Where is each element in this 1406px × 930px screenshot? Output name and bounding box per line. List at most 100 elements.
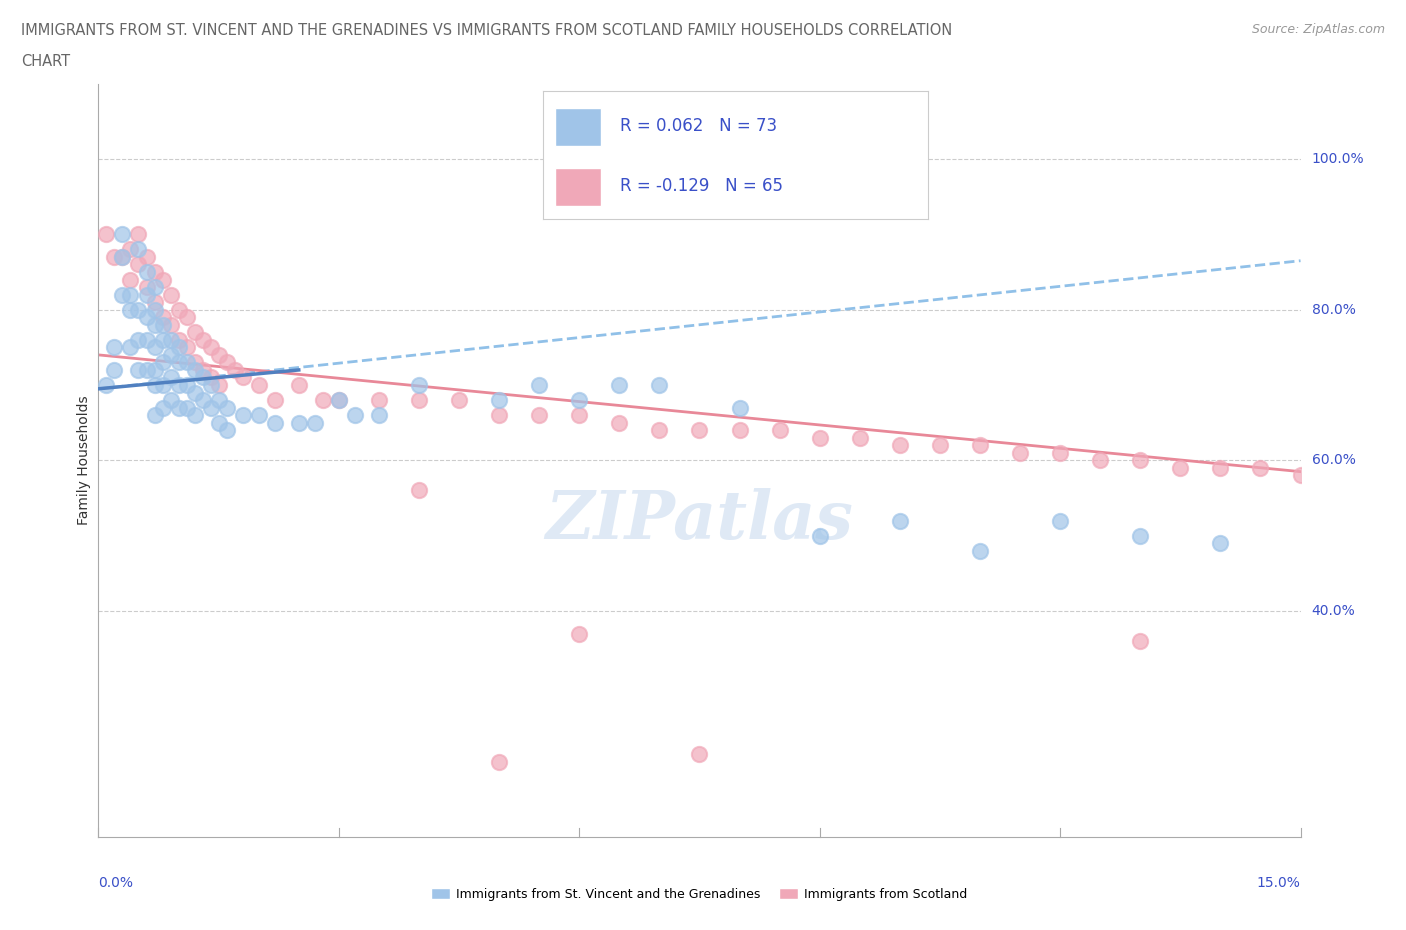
Point: [1129, 528, 1152, 543]
Point: [152, 355, 174, 370]
Point: [200, 400, 222, 415]
Point: [135, 264, 157, 279]
Point: [183, 325, 205, 339]
Point: [143, 378, 166, 392]
Point: [128, 363, 150, 378]
Legend: Immigrants from St. Vincent and the Grenadines, Immigrants from Scotland: Immigrants from St. Vincent and the Gren…: [426, 884, 973, 906]
Point: [159, 287, 181, 302]
Text: 15.0%: 15.0%: [1257, 876, 1301, 890]
Point: [808, 431, 831, 445]
Point: [135, 249, 157, 264]
Point: [304, 415, 326, 430]
Point: [969, 543, 991, 558]
Point: [215, 423, 238, 438]
Point: [1129, 453, 1152, 468]
Point: [1289, 468, 1312, 483]
Point: [103, 340, 125, 355]
Point: [328, 392, 350, 407]
Point: [167, 332, 190, 347]
Point: [183, 363, 205, 378]
Point: [568, 626, 591, 641]
Point: [408, 483, 430, 498]
Point: [111, 287, 134, 302]
Point: [568, 392, 591, 407]
Point: [247, 407, 270, 422]
Point: [120, 272, 142, 287]
Point: [143, 363, 166, 378]
Point: [488, 754, 510, 769]
Point: [183, 407, 205, 422]
Point: [1330, 468, 1353, 483]
Text: IMMIGRANTS FROM ST. VINCENT AND THE GRENADINES VS IMMIGRANTS FROM SCOTLAND FAMIL: IMMIGRANTS FROM ST. VINCENT AND THE GREN…: [21, 23, 952, 38]
Point: [1129, 633, 1152, 648]
Point: [96, 378, 118, 392]
Point: [128, 332, 150, 347]
Point: [183, 355, 205, 370]
Point: [368, 407, 391, 422]
Point: [247, 378, 270, 392]
Point: [135, 287, 157, 302]
Point: [167, 400, 190, 415]
Point: [176, 355, 198, 370]
Point: [232, 407, 254, 422]
Point: [128, 302, 150, 317]
Point: [111, 227, 134, 242]
Point: [648, 423, 671, 438]
Point: [176, 378, 198, 392]
Point: [103, 363, 125, 378]
Point: [849, 431, 872, 445]
Text: 80.0%: 80.0%: [1312, 302, 1355, 317]
Point: [208, 415, 231, 430]
Point: [143, 340, 166, 355]
Point: [143, 280, 166, 295]
Point: [232, 370, 254, 385]
Point: [1049, 445, 1071, 460]
Text: 0.0%: 0.0%: [98, 876, 134, 890]
Point: [183, 385, 205, 400]
Point: [408, 392, 430, 407]
Point: [176, 310, 198, 325]
Point: [128, 242, 150, 257]
Point: [728, 423, 751, 438]
Point: [135, 363, 157, 378]
Point: [312, 392, 335, 407]
Point: [263, 392, 285, 407]
Point: [120, 287, 142, 302]
Point: [96, 227, 118, 242]
Point: [808, 528, 831, 543]
Point: [263, 415, 285, 430]
Point: [529, 407, 551, 422]
Point: [176, 400, 198, 415]
Point: [120, 340, 142, 355]
Text: 40.0%: 40.0%: [1312, 604, 1355, 618]
Point: [152, 400, 174, 415]
Point: [120, 242, 142, 257]
Point: [120, 302, 142, 317]
Point: [135, 310, 157, 325]
Point: [648, 378, 671, 392]
Text: ZIPatlas: ZIPatlas: [546, 488, 853, 553]
Point: [208, 378, 231, 392]
Point: [208, 392, 231, 407]
Point: [929, 438, 952, 453]
Point: [889, 438, 911, 453]
Text: Source: ZipAtlas.com: Source: ZipAtlas.com: [1251, 23, 1385, 36]
Point: [488, 392, 510, 407]
Point: [224, 363, 246, 378]
Point: [111, 249, 134, 264]
Point: [488, 407, 510, 422]
Point: [1209, 536, 1232, 551]
Point: [111, 249, 134, 264]
Point: [609, 378, 631, 392]
Point: [447, 392, 470, 407]
Point: [143, 317, 166, 332]
Point: [768, 423, 790, 438]
Point: [1088, 453, 1111, 468]
Point: [288, 378, 311, 392]
Point: [152, 317, 174, 332]
Point: [167, 355, 190, 370]
Point: [135, 332, 157, 347]
Point: [143, 295, 166, 310]
Text: CHART: CHART: [21, 54, 70, 69]
Point: [128, 227, 150, 242]
